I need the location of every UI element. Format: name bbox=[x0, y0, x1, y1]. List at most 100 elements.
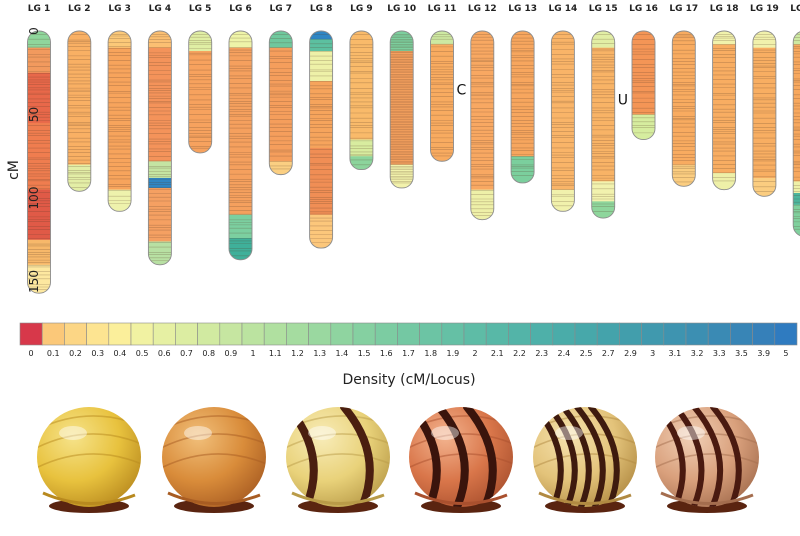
y-tick-label: 50 bbox=[27, 107, 41, 122]
legend-tick-label: 2.1 bbox=[491, 349, 504, 358]
density-segment bbox=[27, 47, 51, 74]
lg-title: LG 3 bbox=[108, 4, 131, 14]
linkage-group-titles: LG 1 LG 2 LG 3 LG 4 LG 5 LG 6 LG 7 LG 8 LG 9 LG 1… bbox=[28, 4, 800, 14]
chromosome-4 bbox=[148, 31, 172, 265]
legend-swatch bbox=[730, 322, 753, 346]
shell-band bbox=[435, 407, 469, 507]
legend-swatch bbox=[330, 322, 354, 346]
y-tick-label: 0 bbox=[27, 27, 41, 35]
whorl-line bbox=[162, 453, 266, 470]
density-segment bbox=[793, 192, 800, 206]
chromosome-3 bbox=[108, 31, 132, 212]
chromosome-13 bbox=[511, 31, 535, 183]
density-segment bbox=[67, 31, 91, 166]
density-segment bbox=[511, 31, 535, 157]
density-segment bbox=[551, 31, 575, 191]
y-axis-label: cM bbox=[6, 160, 22, 180]
chromosome-outline bbox=[550, 30, 575, 212]
shell-highlight bbox=[431, 426, 459, 440]
lg-title: LG 8 bbox=[310, 4, 333, 14]
density-segment bbox=[309, 81, 333, 149]
whorl-line bbox=[286, 433, 390, 450]
chromosome-outline bbox=[188, 30, 213, 154]
density-segment bbox=[470, 189, 494, 220]
density-segment bbox=[591, 31, 615, 49]
density-segment bbox=[672, 164, 696, 187]
legend-swatch bbox=[707, 322, 731, 346]
stray-letter: U bbox=[618, 92, 628, 108]
chromosome-outline bbox=[510, 30, 535, 184]
whorl-line bbox=[286, 453, 390, 470]
legend-tick-label: 2.7 bbox=[602, 349, 615, 358]
chromosome-19 bbox=[752, 31, 776, 197]
legend-swatch bbox=[397, 322, 420, 346]
density-segment bbox=[108, 189, 132, 212]
shell-body bbox=[162, 407, 266, 507]
legend-tick-label: 1 bbox=[251, 349, 256, 358]
legend-swatch bbox=[508, 322, 531, 346]
density-legend: Density (cM/Locus) 0 0.1 0.2 0.3 0.4 0.5 0.6 0.… bbox=[19, 322, 798, 388]
density-segment bbox=[309, 51, 333, 82]
shell-lip bbox=[414, 491, 508, 505]
shell-band bbox=[560, 407, 592, 507]
legend-swatch bbox=[619, 322, 642, 346]
linkage-map: LG 1 LG 2 LG 3 LG 4 LG 5 LG 6 LG 7 LG 8 LG 9 LG 1… bbox=[6, 4, 800, 388]
density-segment bbox=[430, 31, 454, 45]
legend-swatch bbox=[64, 322, 87, 346]
chromosome-2 bbox=[67, 31, 91, 192]
y-tick-label: 150 bbox=[27, 270, 41, 293]
legend-tick-label: 1.5 bbox=[358, 349, 371, 358]
stray-letter: C bbox=[457, 82, 467, 98]
lg-title: LG 18 bbox=[710, 4, 739, 14]
legend-swatch bbox=[419, 322, 443, 346]
legend-tick-label: 2.2 bbox=[513, 349, 526, 358]
shell-highlight bbox=[555, 426, 583, 440]
density-segment bbox=[712, 44, 736, 174]
density-segment bbox=[349, 139, 373, 157]
density-segment bbox=[390, 51, 414, 166]
legend-swatch bbox=[152, 322, 176, 346]
density-segment bbox=[108, 47, 132, 191]
density-segment bbox=[591, 181, 615, 202]
density-segment bbox=[229, 31, 252, 49]
legend-tick-label: 2.4 bbox=[558, 349, 571, 358]
density-segment bbox=[27, 189, 51, 241]
legend-tick-label: 0.6 bbox=[158, 349, 171, 358]
snail-shell-4 bbox=[409, 407, 513, 513]
density-segment bbox=[591, 201, 615, 219]
legend-tick-label: 1.6 bbox=[380, 349, 393, 358]
legend-swatch bbox=[374, 322, 398, 346]
density-segment bbox=[27, 239, 51, 266]
chromosome-outline bbox=[147, 30, 172, 266]
chromosome-outline bbox=[228, 30, 253, 261]
legend-tick-label: 0.8 bbox=[202, 349, 215, 358]
chromosome-outline bbox=[591, 30, 616, 219]
shell-highlight bbox=[677, 426, 705, 440]
legend-swatch bbox=[352, 322, 376, 346]
legend-swatch bbox=[41, 322, 65, 346]
legend-swatch bbox=[19, 322, 43, 346]
lg-title: LG 11 bbox=[428, 4, 457, 14]
legend-tick-label: 1.9 bbox=[447, 349, 460, 358]
legend-swatch bbox=[197, 322, 221, 346]
density-segment bbox=[188, 51, 212, 153]
legend-swatch bbox=[485, 322, 509, 346]
chromosome-outline bbox=[107, 30, 132, 212]
chromosome-6 bbox=[229, 31, 252, 260]
legend-tick-label: 3.2 bbox=[691, 349, 704, 358]
legend-tick-label: 3.1 bbox=[669, 349, 682, 358]
legend-swatch bbox=[552, 322, 576, 346]
density-segment bbox=[672, 31, 696, 166]
density-segment bbox=[148, 47, 172, 162]
density-segment bbox=[793, 181, 800, 194]
legend-tick-label: 2 bbox=[473, 349, 478, 358]
chromosome-11 bbox=[430, 31, 454, 162]
density-segment bbox=[551, 189, 575, 212]
lg-title: LG 6 bbox=[229, 4, 252, 14]
lg-title: LG 4 bbox=[149, 4, 172, 14]
shell-band bbox=[546, 407, 578, 507]
lg-title: LG 12 bbox=[468, 4, 497, 14]
whorl-line bbox=[533, 433, 637, 450]
density-segment bbox=[752, 177, 776, 197]
legend-tick-label: 1.1 bbox=[269, 349, 282, 358]
